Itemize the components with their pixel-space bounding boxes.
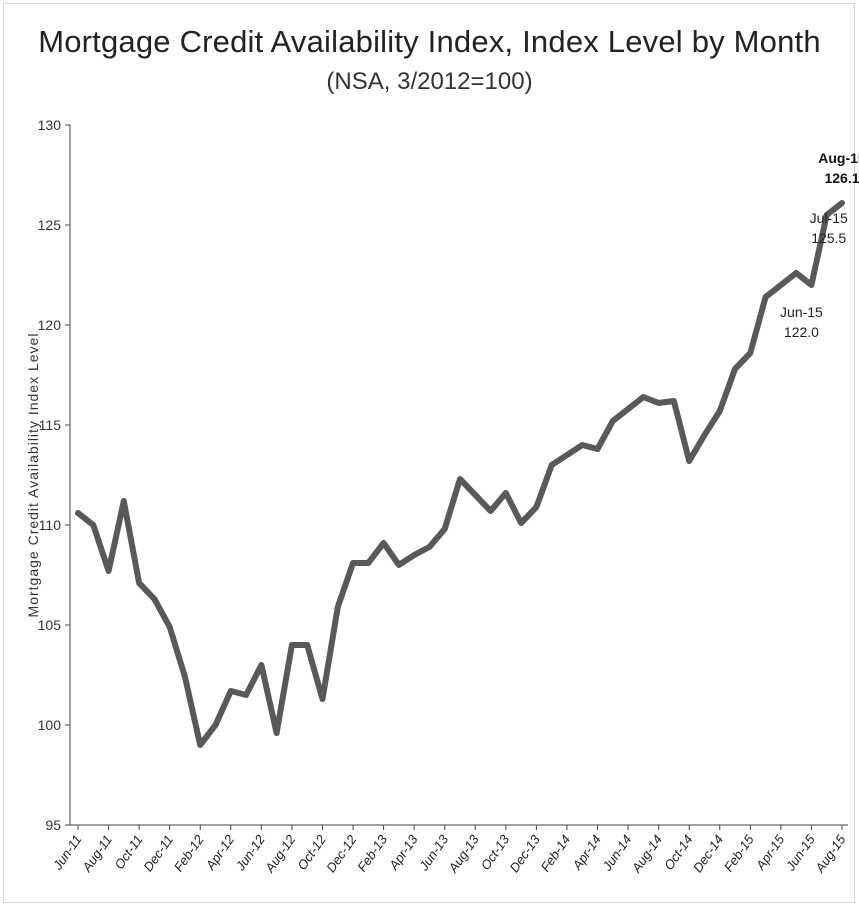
y-ticks: 95 100 105 110 115 120 125 130 [38,117,70,833]
x-tick-label: Aug-12 [261,831,298,875]
data-point [443,527,447,531]
data-point [565,453,569,457]
y-tick-label: 125 [38,217,62,233]
y-tick-label: 110 [39,517,62,533]
x-tick-label: Feb-14 [537,832,573,874]
data-point [320,697,324,701]
data-point [290,643,294,647]
y-tick-label: 130 [38,117,62,133]
data-point [351,561,355,565]
annotations: Aug-15 126.1 Jul-15 125.5 Jun-15 122.0 [780,150,859,340]
y-tick-label: 105 [38,617,62,633]
x-tick-label: Aug-11 [79,832,115,875]
x-tick-label: Dec-14 [690,832,726,875]
series-layer [75,200,845,748]
data-point [748,351,752,355]
data-point [504,491,508,495]
x-ticks: Jun-11Aug-11Oct-11Dec-11Feb-12Apr-12Jun-… [49,825,849,876]
data-point [214,723,218,727]
chart-subtitle: (NSA, 3/2012=100) [326,68,533,95]
x-tick-label: Feb-15 [721,831,757,874]
annotation-label: Jul-15 [810,210,848,226]
data-point [76,511,80,515]
data-point [91,523,95,527]
x-tick-label: Apr-14 [569,832,604,873]
data-point [137,581,141,585]
x-tick-label: Dec-12 [323,831,360,875]
data-point [641,395,645,399]
data-point [275,731,279,735]
x-tick-label: Feb-12 [171,831,207,874]
data-point [229,689,233,693]
data-point [198,743,202,747]
data-point [397,563,401,567]
data-point [152,597,156,601]
data-point [657,401,661,405]
data-point [687,459,691,463]
data-point [702,433,706,437]
data-point [580,443,584,447]
x-tick-label: Aug-13 [445,831,482,875]
data-point [596,447,600,451]
data-point [473,493,477,497]
data-point [550,463,554,467]
x-tick-label: Aug-14 [628,832,665,876]
data-point [764,295,768,299]
axes [69,125,848,826]
data-point [107,569,111,573]
chart-frame [3,3,855,903]
data-point [427,545,431,549]
data-point [779,283,783,287]
x-tick-label: Jun-11 [49,832,84,873]
data-point [183,675,187,679]
data-point [489,509,493,513]
data-point [305,643,309,647]
data-point [672,399,676,403]
data-point [259,663,263,667]
data-point [244,693,248,697]
data-point [534,505,538,509]
data-point [626,407,630,411]
y-tick-label: 95 [45,817,61,833]
y-tick-label: 120 [38,317,62,333]
x-tick-label: Feb-13 [354,831,390,874]
chart-title: Mortgage Credit Availability Index, Inde… [38,24,821,59]
data-point [519,521,523,525]
data-point [366,561,370,565]
data-point [412,553,416,557]
data-point [809,283,813,287]
data-point [168,625,172,629]
data-point [611,419,615,423]
annotation-label: Jun-15 [780,304,823,320]
data-point [336,605,340,609]
x-tick-label: Aug-15 [812,831,849,875]
data-point [382,541,386,545]
annotation-value: 125.5 [811,230,846,246]
y-tick-label: 115 [39,417,62,433]
annotation-value: 126.1 [824,170,859,186]
data-point [825,213,829,217]
data-point [458,477,462,481]
annotation-value: 122.0 [784,324,819,340]
annotation-label: Aug-15 [818,150,859,166]
data-point [733,367,737,371]
x-tick-label: Apr-15 [752,831,788,873]
data-point [718,409,722,413]
data-point [840,201,844,205]
x-tick-label: Apr-12 [202,831,238,873]
data-point [794,271,798,275]
y-tick-label: 100 [38,717,62,733]
series-line [75,200,845,748]
x-tick-label: Apr-13 [386,831,422,873]
x-tick-label: Dec-13 [507,831,544,875]
data-point [122,499,126,503]
x-tick-label: Dec-11 [140,832,176,874]
